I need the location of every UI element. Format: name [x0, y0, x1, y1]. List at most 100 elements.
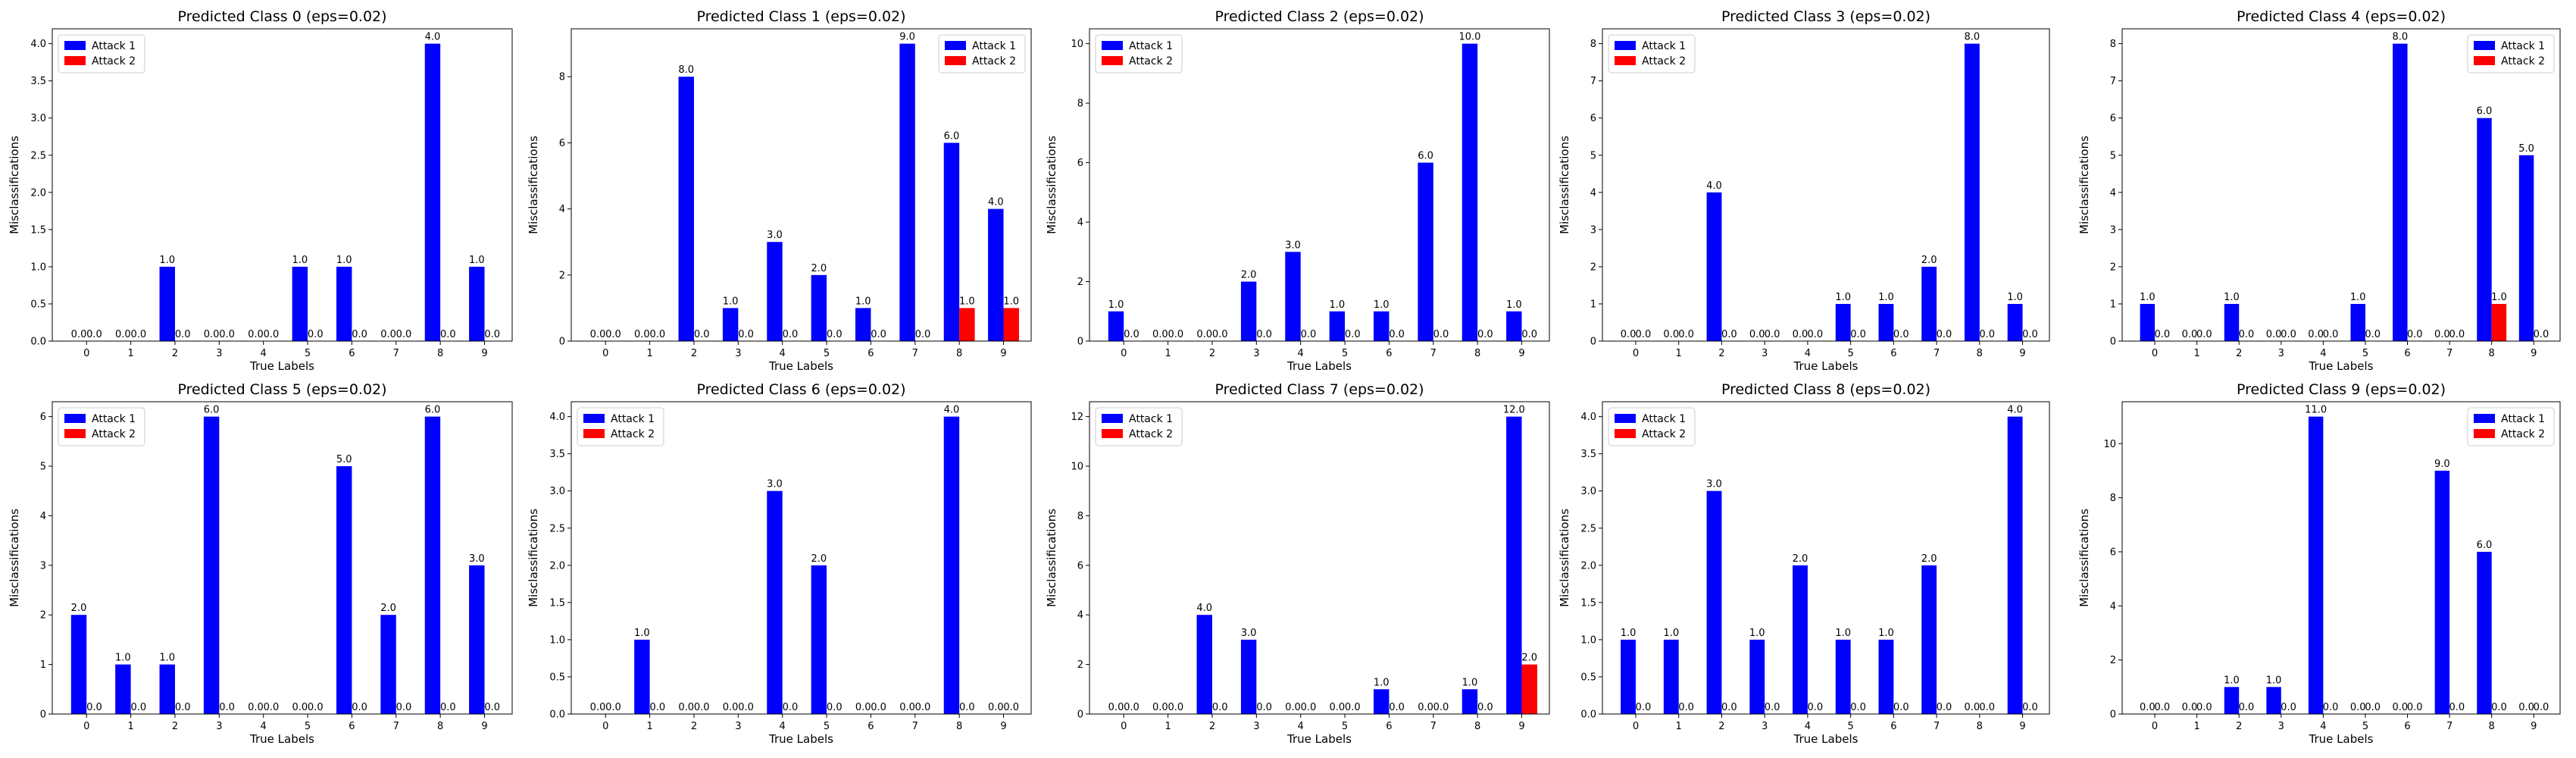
bar-value-label: 0.0: [605, 702, 621, 713]
bar-value-label: 0.0: [1003, 702, 1019, 713]
legend-swatch-attack1: [1102, 414, 1123, 423]
y-tick-label: 2.5: [549, 523, 565, 534]
legend-label: Attack 1: [1642, 40, 1686, 52]
y-tick-label: 0: [2110, 709, 2116, 721]
bar-value-label: 0.0: [2323, 702, 2339, 713]
bar-value-label: 0.0: [1152, 329, 1168, 340]
x-tick-label: 7: [2446, 348, 2453, 359]
bar-value-label: 0.0: [1389, 702, 1405, 713]
bar-value-label: 0.0: [1345, 329, 1361, 340]
legend-label: Attack 2: [1129, 428, 1173, 440]
y-tick-label: 2.5: [1580, 523, 1596, 534]
x-axis-label: True Labels: [2309, 359, 2374, 373]
y-tick-label: 1.5: [549, 597, 565, 609]
bar-value-label: 0.0: [71, 329, 87, 340]
bar-attack1: [2308, 416, 2324, 714]
bar-attack1: [767, 490, 783, 714]
bar-value-label: 0.0: [959, 702, 975, 713]
x-tick-label: 1: [1676, 721, 1682, 732]
legend-swatch-attack1: [583, 414, 605, 423]
x-tick-label: 8: [956, 348, 962, 359]
bar-value-label: 0.0: [396, 329, 412, 340]
bar-attack1: [1878, 303, 1894, 341]
bar-value-label: 0.0: [2182, 329, 2198, 340]
bar-value-label: 0.0: [1965, 702, 1980, 713]
bar-value-label: 1.0: [1003, 296, 1019, 307]
bar-value-label: 0.0: [1301, 329, 1317, 340]
y-tick-label: 3.0: [30, 113, 46, 124]
bar-attack1: [292, 266, 308, 341]
bar-value-label: 0.0: [2449, 329, 2465, 340]
x-tick-label: 9: [2019, 348, 2025, 359]
legend-label: Attack 2: [2501, 55, 2545, 67]
bar-attack1: [1835, 303, 1851, 341]
legend-swatch-attack2: [1102, 56, 1123, 65]
legend-label: Attack 2: [2501, 428, 2545, 440]
x-tick-label: 6: [349, 721, 355, 732]
bar-value-label: 3.0: [1241, 628, 1257, 639]
bar-value-label: 0.0: [86, 329, 102, 340]
bar-value-label: 2.0: [1921, 553, 1937, 565]
y-tick-label: 2: [2110, 262, 2116, 273]
x-tick-label: 2: [1718, 348, 1724, 359]
x-tick-label: 0: [1633, 721, 1639, 732]
x-tick-label: 2: [1718, 721, 1724, 732]
bar-value-label: 0.0: [1749, 329, 1765, 340]
y-tick-label: 1.0: [1580, 634, 1596, 646]
x-tick-label: 5: [1847, 721, 1853, 732]
bar-value-label: 0.0: [1124, 329, 1140, 340]
x-tick-label: 6: [2404, 721, 2410, 732]
x-tick-label: 1: [1165, 348, 1171, 359]
bar-value-label: 0.0: [915, 329, 931, 340]
axes-frame: [2121, 28, 2561, 342]
bar-value-label: 1.0: [1621, 628, 1637, 639]
bar-value-label: 0.0: [738, 329, 754, 340]
bar-value-label: 0.0: [723, 702, 739, 713]
y-tick-label: 0.5: [1580, 672, 1596, 683]
y-tick-label: 1.0: [549, 634, 565, 646]
x-axis-label: True Labels: [768, 359, 833, 373]
bar-value-label: 0.0: [484, 702, 500, 713]
legend-swatch-attack2: [64, 429, 86, 438]
bar-value-label: 4.0: [1706, 180, 1722, 192]
y-tick-label: 0.5: [549, 672, 565, 683]
y-tick-label: 3.5: [549, 449, 565, 460]
bar-value-label: 0.0: [2407, 329, 2423, 340]
y-tick-label: 7: [2110, 76, 2116, 87]
x-tick-label: 8: [1977, 348, 1983, 359]
axes-frame: [52, 401, 513, 715]
legend-label: Attack 1: [1129, 413, 1173, 425]
bar-value-label: 0.0: [1256, 702, 1272, 713]
x-tick-label: 1: [2194, 348, 2200, 359]
bar-value-label: 0.0: [380, 329, 396, 340]
chart-title: Predicted Class 1 (eps=0.02): [696, 8, 905, 25]
x-axis-label: True Labels: [1793, 732, 1859, 746]
legend-label: Attack 1: [2501, 40, 2545, 52]
x-tick-label: 7: [1430, 721, 1436, 732]
subplot-5: Predicted Class 5 (eps=0.02) 2.0 1.0 1.0 6.0…: [8, 381, 513, 746]
bar-attack1: [1462, 43, 1478, 341]
bar-value-label: 0.0: [1256, 329, 1272, 340]
legend: Attack 1 Attack 2: [1608, 407, 1696, 446]
y-tick-label: 12: [1071, 412, 1083, 423]
bar-value-label: 0.0: [352, 702, 367, 713]
x-tick-label: 5: [305, 721, 311, 732]
bar-value-label: 0.0: [130, 702, 146, 713]
x-tick-label: 5: [2362, 348, 2368, 359]
bar-attack1: [811, 274, 827, 341]
bar-value-label: 0.0: [1765, 329, 1780, 340]
bar-value-label: 10.0: [1458, 32, 1480, 43]
bar-value-label: 5.0: [2518, 143, 2534, 155]
bar-value-label: 0.0: [175, 702, 191, 713]
legend: Attack 1 Attack 2: [938, 34, 1026, 74]
bar-attack1: [1621, 639, 1636, 714]
bar-value-label: 1.0: [1374, 299, 1390, 311]
x-tick-label: 3: [735, 348, 741, 359]
bar-value-label: 0.0: [1937, 702, 1952, 713]
bar-value-label: 1.0: [2491, 292, 2507, 303]
bar-attack1: [336, 266, 352, 341]
x-tick-label: 7: [2446, 721, 2453, 732]
bar-attack1: [1462, 689, 1478, 714]
bar-value-label: 1.0: [1374, 677, 1390, 688]
bar-attack2: [2491, 303, 2507, 341]
